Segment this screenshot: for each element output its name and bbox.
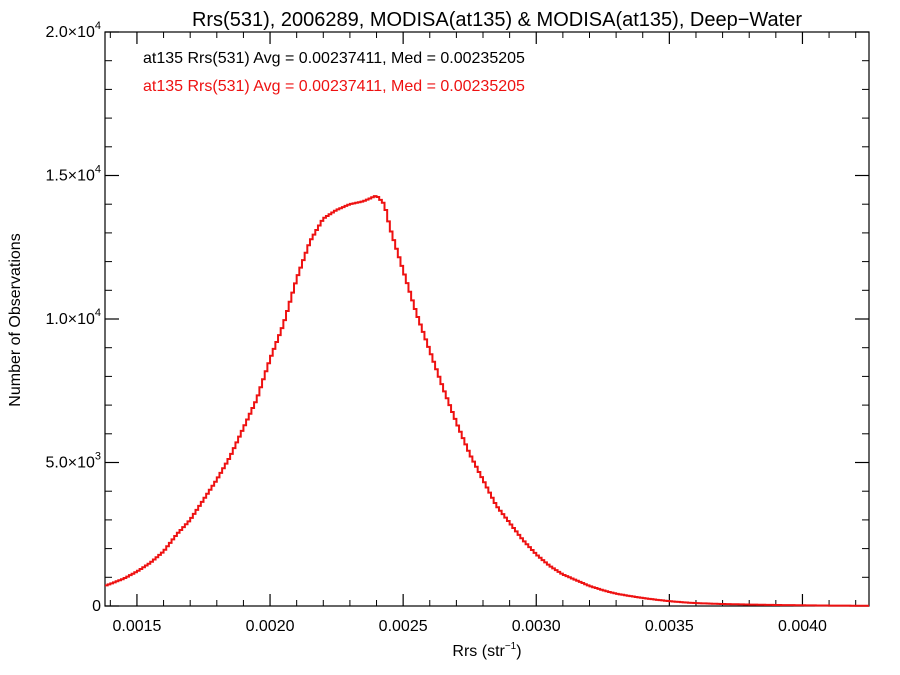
x-tick-label-0: 0.0015 — [112, 618, 161, 635]
y-axis-ticks: 0 5.0×103 1.0×104 1.5×104 2.0×104 — [45, 20, 869, 615]
y-axis-label: Number of Observations — [7, 233, 24, 406]
annotation-0: at135 Rrs(531) Avg = 0.00237411, Med = 0… — [143, 50, 525, 67]
x-axis-label: Rrs (str−1) — [452, 641, 521, 660]
y-tick-label-1: 5.0×103 — [45, 451, 101, 472]
y-tick-label-0: 0 — [92, 598, 101, 615]
plot-area: 0.0015 0.0020 0.0025 0.0030 0.0035 0.0040 0 5.… — [45, 20, 870, 635]
chart-title: Rrs(531), 2006289, MODISA(at135) & MODIS… — [192, 9, 802, 31]
x-axis-ticks: 0.0015 0.0020 0.0025 0.0030 0.0035 0.0040 — [109, 32, 857, 635]
x-tick-label-2: 0.0025 — [379, 618, 428, 635]
x-tick-label-1: 0.0020 — [246, 618, 295, 635]
series-layer — [105, 195, 869, 607]
x-tick-label-5: 0.0040 — [778, 618, 827, 635]
x-axis-label-sup: −1 — [505, 641, 517, 652]
y-tick-label-3: 1.5×104 — [45, 164, 101, 185]
y-tick-label-4: 2.0×104 — [45, 20, 101, 41]
y-tick-label-2: 1.0×104 — [45, 307, 101, 328]
annotation-1: at135 Rrs(531) Avg = 0.00237411, Med = 0… — [143, 78, 525, 95]
plot-frame — [104, 31, 870, 607]
x-axis-label-text: Rrs (str — [452, 643, 505, 660]
series-line-0 — [105, 195, 869, 607]
x-tick-label-3: 0.0030 — [512, 618, 561, 635]
x-axis-label-close: ) — [516, 643, 521, 660]
x-tick-label-4: 0.0035 — [645, 618, 694, 635]
